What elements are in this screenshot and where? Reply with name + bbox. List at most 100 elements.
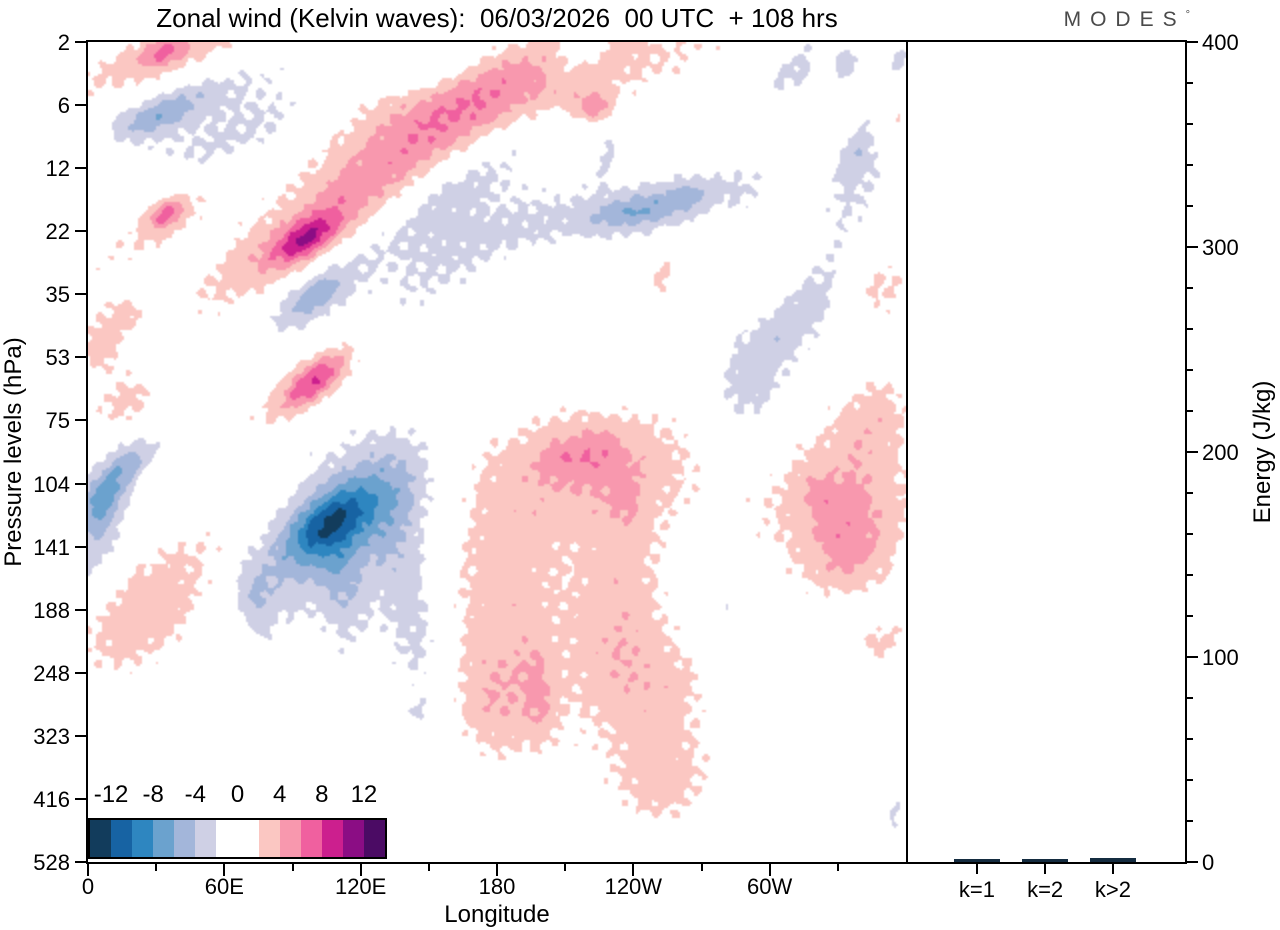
energy-panel-area bbox=[906, 40, 1187, 864]
k-axis-tick-label: k=2 bbox=[1027, 877, 1064, 902]
colorbar-tick-label: 0 bbox=[230, 781, 245, 808]
y-axis-tick-label: 75 bbox=[45, 408, 70, 434]
y-axis-tick-label: 53 bbox=[45, 345, 70, 371]
modes-logo: MODES° bbox=[1040, 8, 1190, 32]
y-axis-tick bbox=[75, 861, 86, 863]
colorbar-segment bbox=[321, 820, 343, 857]
y-axis-tick-label: 35 bbox=[45, 282, 70, 308]
colorbar-tick-label: 12 bbox=[350, 781, 378, 808]
x-axis-minor-tick bbox=[427, 864, 430, 871]
y-axis-tick bbox=[75, 734, 86, 737]
y-axis-tick-label: 248 bbox=[33, 660, 70, 686]
x-axis-tick-label: 120E bbox=[334, 874, 387, 899]
x-axis-title: Longitude bbox=[444, 901, 550, 928]
colorbar-segment bbox=[90, 820, 112, 857]
x-axis-tick bbox=[223, 864, 226, 876]
colorbar-tick-label: 8 bbox=[315, 781, 329, 808]
energy-axis-minor-tick bbox=[1187, 615, 1193, 617]
colorbar-tick-label: -4 bbox=[184, 781, 207, 808]
x-axis-minor-tick bbox=[836, 864, 839, 871]
y-axis-tick-label: 188 bbox=[33, 597, 70, 623]
energy-axis-minor-tick bbox=[1187, 123, 1193, 125]
energy-axis-minor-tick bbox=[1187, 205, 1193, 207]
energy-axis-minor-tick bbox=[1187, 328, 1193, 330]
y-axis-tick-label: 12 bbox=[45, 156, 70, 182]
energy-axis-minor-tick bbox=[1187, 410, 1193, 412]
colorbar-segment bbox=[132, 820, 154, 857]
x-axis-minor-tick bbox=[155, 864, 158, 871]
x-axis-tick-label: 180 bbox=[478, 874, 516, 899]
energy-axis-minor-tick bbox=[1187, 82, 1193, 84]
x-axis-tick bbox=[87, 864, 89, 876]
y-axis-tick bbox=[75, 419, 86, 422]
colorbar-segment bbox=[174, 820, 196, 857]
y-axis-tick bbox=[75, 356, 86, 359]
y-axis-tick-label: 323 bbox=[33, 723, 70, 749]
colorbar-tick-label: -8 bbox=[142, 781, 164, 808]
y-axis-tick bbox=[75, 671, 86, 674]
colorbar-segment bbox=[195, 820, 217, 857]
y-axis-tick bbox=[75, 104, 86, 107]
y-axis-tick bbox=[75, 608, 86, 611]
contour-field-canvas bbox=[88, 42, 906, 862]
energy-axis-minor-tick bbox=[1187, 369, 1193, 371]
colorbar-segment bbox=[258, 820, 280, 857]
energy-axis-minor-tick bbox=[1187, 738, 1193, 740]
x-axis-tick bbox=[496, 864, 498, 876]
colorbar-segment bbox=[342, 820, 364, 857]
energy-axis-title: Energy (J/kg) bbox=[1249, 380, 1276, 524]
y-axis-tick-label: 2 bbox=[57, 30, 70, 55]
energy-axis-tick bbox=[1187, 41, 1198, 43]
x-axis-tick bbox=[768, 864, 771, 876]
energy-axis-minor-tick bbox=[1187, 287, 1193, 289]
energy-axis-tick bbox=[1187, 861, 1198, 863]
y-axis-tick-label: 104 bbox=[33, 471, 70, 497]
colorbar-segment bbox=[237, 820, 259, 857]
k-axis-tick-label: k>2 bbox=[1094, 877, 1132, 902]
colorbar-segment bbox=[111, 820, 133, 857]
chart-title: Zonal wind (Kelvin waves): 06/03/2026 00… bbox=[156, 3, 838, 33]
energy-axis-tick bbox=[1187, 451, 1198, 453]
energy-axis-minor-tick bbox=[1187, 820, 1193, 822]
x-axis-tick bbox=[359, 864, 362, 876]
energy-axis-tick bbox=[1187, 656, 1198, 658]
k-axis-tick bbox=[975, 864, 978, 874]
modes-logo-text: MODES bbox=[1063, 8, 1186, 31]
y-axis-tick bbox=[75, 545, 86, 548]
energy-axis-minor-tick bbox=[1187, 779, 1193, 781]
energy-axis-tick-label: 300 bbox=[1202, 235, 1239, 260]
energy-axis-tick bbox=[1187, 246, 1198, 248]
y-axis-tick-label: 6 bbox=[57, 93, 70, 119]
energy-axis-minor-tick bbox=[1187, 492, 1193, 494]
colorbar-segment bbox=[216, 820, 238, 857]
energy-bar bbox=[953, 858, 1000, 862]
colorbar-tick-label: -12 bbox=[93, 781, 129, 808]
x-axis-tick-label: 120W bbox=[604, 874, 663, 899]
y-axis-tick bbox=[75, 293, 86, 296]
y-axis-tick-label: 141 bbox=[33, 534, 70, 560]
k-axis-tick bbox=[1111, 864, 1114, 874]
y-axis-tick bbox=[75, 230, 86, 233]
colorbar-segment bbox=[363, 820, 385, 857]
y-axis-tick-label: 528 bbox=[33, 850, 70, 875]
energy-axis-minor-tick bbox=[1187, 574, 1193, 576]
energy-bar bbox=[1022, 858, 1069, 862]
x-axis-minor-tick bbox=[700, 864, 703, 871]
colorbar bbox=[88, 818, 387, 859]
energy-axis-minor-tick bbox=[1187, 533, 1193, 535]
x-axis-tick-label: 0 bbox=[81, 874, 95, 899]
energy-axis-tick-label: 400 bbox=[1202, 30, 1239, 55]
x-axis-minor-tick bbox=[291, 864, 294, 871]
y-axis-title: Pressure levels (hPa) bbox=[0, 337, 27, 567]
energy-axis-minor-tick bbox=[1187, 164, 1193, 166]
colorbar-segment bbox=[279, 820, 301, 857]
k-axis-tick-label: k=1 bbox=[958, 877, 996, 902]
contour-plot-area bbox=[86, 40, 906, 864]
y-axis-tick-label: 416 bbox=[33, 786, 70, 812]
y-axis-tick bbox=[75, 41, 86, 43]
y-axis-tick bbox=[75, 797, 86, 800]
x-axis-tick-label: 60W bbox=[747, 874, 793, 899]
colorbar-segment bbox=[153, 820, 175, 857]
y-axis-tick-label: 22 bbox=[45, 219, 70, 245]
